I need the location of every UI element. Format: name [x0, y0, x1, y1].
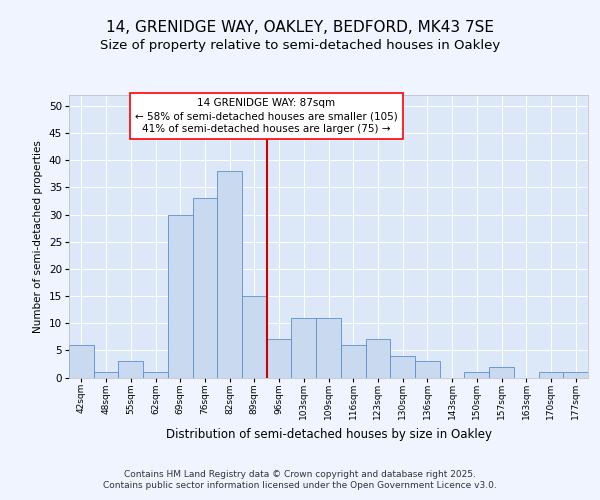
Bar — [94, 372, 118, 378]
Bar — [193, 198, 217, 378]
X-axis label: Distribution of semi-detached houses by size in Oakley: Distribution of semi-detached houses by … — [166, 428, 491, 441]
Y-axis label: Number of semi-detached properties: Number of semi-detached properties — [33, 140, 43, 332]
Text: Size of property relative to semi-detached houses in Oakley: Size of property relative to semi-detach… — [100, 38, 500, 52]
Bar — [69, 345, 94, 378]
Bar — [489, 366, 514, 378]
Bar — [143, 372, 168, 378]
Bar — [267, 340, 292, 378]
Bar — [217, 171, 242, 378]
Bar — [563, 372, 588, 378]
Text: 14 GRENIDGE WAY: 87sqm
← 58% of semi-detached houses are smaller (105)
41% of se: 14 GRENIDGE WAY: 87sqm ← 58% of semi-det… — [135, 98, 398, 134]
Bar — [415, 361, 440, 378]
Bar — [168, 214, 193, 378]
Bar — [341, 345, 365, 378]
Bar — [539, 372, 563, 378]
Bar — [292, 318, 316, 378]
Bar — [390, 356, 415, 378]
Text: Contains HM Land Registry data © Crown copyright and database right 2025.
Contai: Contains HM Land Registry data © Crown c… — [103, 470, 497, 490]
Bar — [242, 296, 267, 378]
Bar — [118, 361, 143, 378]
Bar — [464, 372, 489, 378]
Bar — [365, 340, 390, 378]
Text: 14, GRENIDGE WAY, OAKLEY, BEDFORD, MK43 7SE: 14, GRENIDGE WAY, OAKLEY, BEDFORD, MK43 … — [106, 20, 494, 35]
Bar — [316, 318, 341, 378]
